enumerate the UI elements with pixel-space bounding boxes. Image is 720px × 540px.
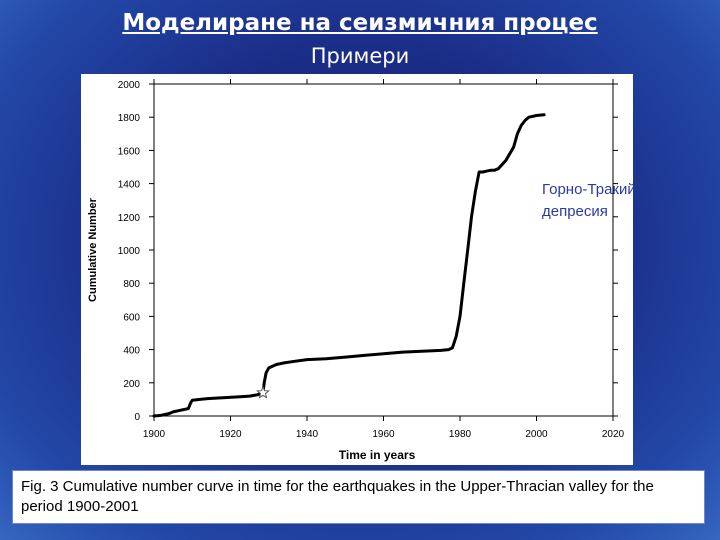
slide-title: Моделиране на сеизмичния процес (122, 10, 598, 36)
y-tick-label: 1600 (118, 146, 141, 157)
x-axis-label: Time in years (339, 448, 416, 462)
y-tick-label: 2000 (118, 80, 141, 91)
y-tick-label: 1400 (118, 180, 141, 191)
annotation-line-2: депресия (542, 203, 608, 220)
x-tick-label: 1980 (449, 429, 472, 440)
y-tick-label: 1800 (118, 113, 141, 124)
y-tick-label: 1200 (118, 213, 141, 224)
x-tick-label: 1960 (372, 429, 395, 440)
y-tick-label: 400 (123, 346, 140, 357)
cumulative-curve (152, 113, 546, 418)
plot-frame (153, 83, 614, 417)
x-tick-label: 2020 (602, 429, 625, 440)
x-tick-label: 1920 (219, 429, 242, 440)
x-tick-label: 1900 (143, 429, 166, 440)
event-star-marker (256, 385, 270, 399)
x-tick-label: 2000 (525, 429, 548, 440)
y-axis-label: Cumulative Number (87, 197, 99, 302)
figure-caption: Fig. 3 Cumulative number curve in time f… (12, 470, 705, 524)
y-tick-label: 0 (134, 412, 140, 423)
y-tick-label: 200 (123, 379, 140, 390)
annotation-line-1: Горно-Тракийска (542, 181, 633, 198)
slide-subtitle: Примери (310, 44, 410, 68)
y-tick-label: 1000 (118, 246, 141, 257)
y-tick-label: 800 (123, 279, 140, 290)
cumulative-number-chart: 0 200 400 600 800 1000 1200 1400 1600 1800 2000 19… (87, 79, 633, 462)
y-tick-label: 600 (123, 312, 140, 323)
figure-panel: 0 200 400 600 800 1000 1200 1400 1600 1800 2000 19… (81, 74, 633, 465)
x-tick-label: 1940 (296, 429, 319, 440)
